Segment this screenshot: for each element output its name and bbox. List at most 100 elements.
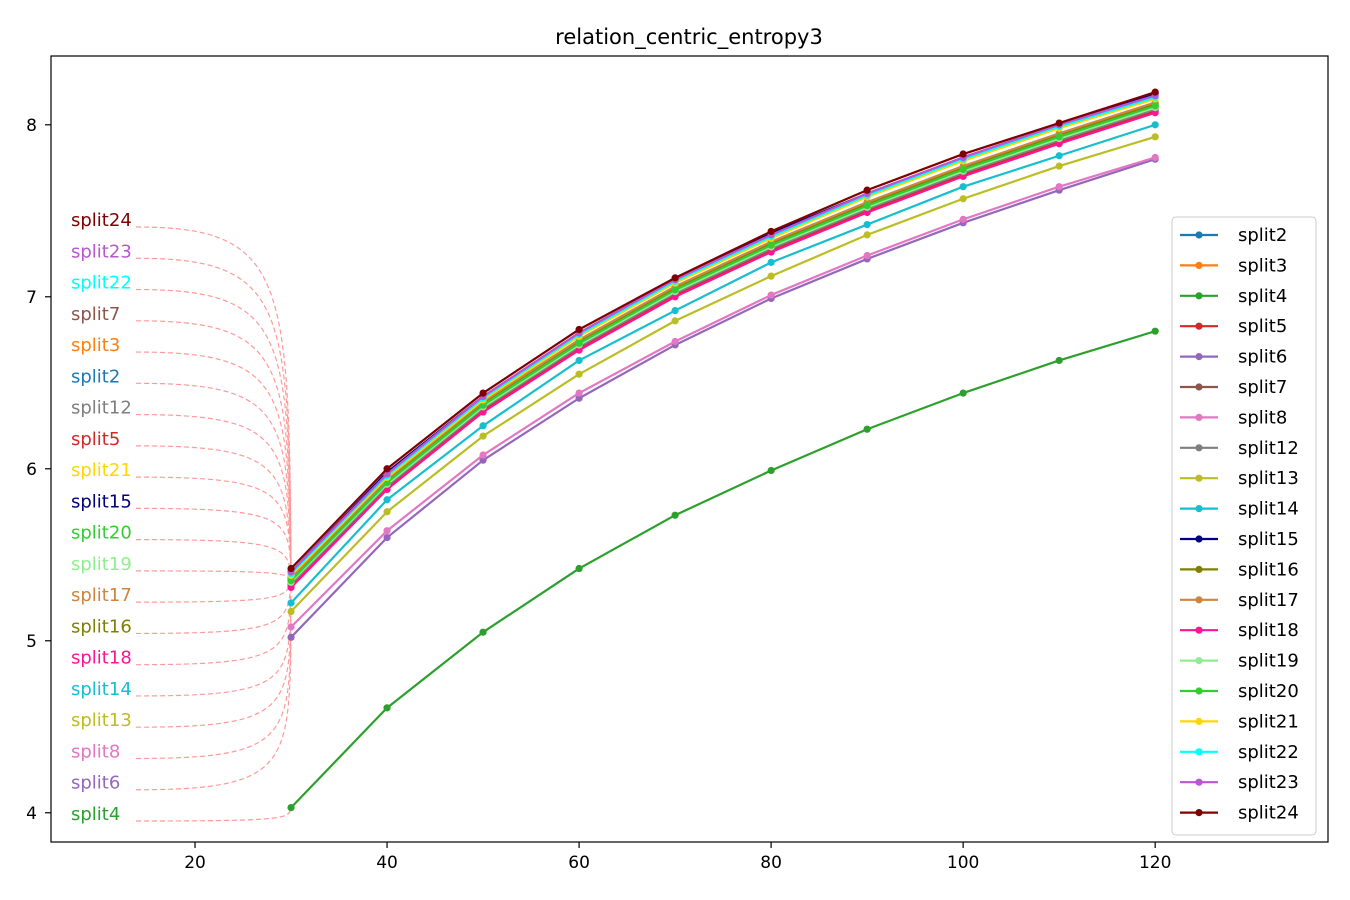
x-tick-label: 20 bbox=[184, 853, 206, 873]
data-point bbox=[863, 208, 871, 217]
annotation-connector bbox=[135, 320, 292, 581]
legend-label: split17 bbox=[1238, 590, 1299, 611]
series-line bbox=[290, 103, 1156, 580]
data-point bbox=[1151, 153, 1159, 162]
annotation-connector bbox=[135, 476, 292, 576]
data-point bbox=[287, 564, 295, 573]
legend-label: split13 bbox=[1238, 468, 1299, 489]
legend-swatch-marker bbox=[1195, 261, 1203, 269]
data-point bbox=[863, 425, 871, 433]
series-line bbox=[290, 96, 1156, 575]
data-point bbox=[1151, 102, 1159, 110]
data-point bbox=[1151, 109, 1159, 117]
data-point bbox=[671, 306, 679, 315]
annotation-label: split20 bbox=[71, 523, 132, 544]
annotation-label: split23 bbox=[71, 241, 132, 262]
y-tick-label: 7 bbox=[26, 288, 37, 308]
series-split23 bbox=[287, 91, 1159, 576]
annotation-label: split24 bbox=[71, 210, 132, 231]
data-point bbox=[959, 215, 967, 223]
legend-item: split24 bbox=[1180, 803, 1299, 824]
legend-label: split16 bbox=[1238, 559, 1299, 580]
legend-label: split8 bbox=[1238, 407, 1287, 428]
data-point bbox=[1055, 152, 1063, 160]
annotation-connector bbox=[135, 445, 292, 586]
data-point bbox=[479, 456, 487, 464]
annotation-label: split18 bbox=[71, 648, 132, 669]
data-point bbox=[1055, 140, 1063, 148]
data-point bbox=[287, 576, 295, 585]
plot-area bbox=[50, 55, 1329, 843]
x-tick-label: 40 bbox=[376, 853, 398, 873]
data-point bbox=[671, 337, 679, 346]
data-point bbox=[767, 272, 775, 280]
annotation-connector bbox=[135, 413, 292, 585]
y-tick-label: 5 bbox=[26, 632, 37, 652]
data-point bbox=[1055, 183, 1063, 191]
series-split24 bbox=[287, 88, 1159, 573]
annotation-label: split12 bbox=[71, 398, 132, 419]
data-point bbox=[575, 389, 583, 397]
legend-label: split18 bbox=[1238, 620, 1299, 641]
legend-label: split12 bbox=[1238, 438, 1299, 459]
data-point bbox=[1151, 133, 1159, 141]
data-point bbox=[863, 186, 871, 194]
legend-label: split15 bbox=[1238, 529, 1299, 550]
legend-label: split24 bbox=[1238, 803, 1299, 824]
annotation-label: split17 bbox=[71, 585, 132, 606]
series-split2 bbox=[287, 105, 1159, 588]
data-point bbox=[767, 466, 775, 475]
legend-swatch-marker bbox=[1195, 809, 1203, 817]
data-point bbox=[383, 527, 391, 535]
data-point bbox=[575, 346, 583, 354]
data-point bbox=[1055, 162, 1063, 170]
annotation-connector bbox=[135, 257, 292, 572]
data-point bbox=[287, 583, 295, 592]
legend-item: split2 bbox=[1180, 225, 1287, 246]
data-point bbox=[479, 401, 487, 409]
data-point bbox=[383, 496, 391, 504]
legend-item: split3 bbox=[1180, 255, 1287, 276]
data-point bbox=[1055, 356, 1063, 365]
data-point bbox=[863, 220, 871, 229]
legend-item: split5 bbox=[1180, 316, 1287, 337]
annotation-connector bbox=[135, 577, 292, 603]
annotation-connector bbox=[135, 288, 292, 574]
data-point bbox=[959, 150, 967, 158]
data-point bbox=[287, 599, 295, 607]
annotation-connector bbox=[135, 351, 292, 583]
series-layer bbox=[287, 88, 1159, 812]
data-point bbox=[1055, 133, 1063, 141]
x-tick-label: 60 bbox=[568, 853, 590, 873]
series-line bbox=[290, 101, 1156, 578]
legend-item: split12 bbox=[1180, 438, 1299, 459]
legend-item: split14 bbox=[1180, 499, 1299, 520]
y-tick-label: 6 bbox=[26, 460, 37, 480]
data-point bbox=[383, 465, 391, 473]
annotation-label: split15 bbox=[71, 491, 132, 512]
legend-item: split16 bbox=[1180, 559, 1299, 580]
series-split12 bbox=[287, 105, 1159, 588]
legend-item: split7 bbox=[1180, 377, 1287, 398]
legend-item: split4 bbox=[1180, 286, 1287, 307]
legend-label: split20 bbox=[1238, 681, 1299, 702]
legend-label: split22 bbox=[1238, 742, 1299, 763]
data-point bbox=[767, 241, 775, 249]
annotation-connector bbox=[135, 587, 292, 666]
data-point bbox=[863, 231, 871, 239]
legend-item: split17 bbox=[1180, 590, 1299, 611]
series-line bbox=[290, 158, 1156, 639]
data-point bbox=[1151, 88, 1159, 96]
series-line bbox=[290, 106, 1156, 584]
annotation-connector bbox=[135, 226, 292, 569]
series-line bbox=[290, 135, 1156, 613]
legend-swatch-marker bbox=[1195, 596, 1203, 604]
data-point bbox=[959, 183, 967, 191]
data-point bbox=[383, 704, 391, 712]
data-point bbox=[287, 607, 295, 616]
data-point bbox=[575, 370, 583, 378]
series-line bbox=[290, 104, 1156, 582]
annotation-connector bbox=[135, 507, 292, 572]
annotation-label: split16 bbox=[71, 616, 132, 637]
legend-item: split20 bbox=[1180, 681, 1299, 702]
